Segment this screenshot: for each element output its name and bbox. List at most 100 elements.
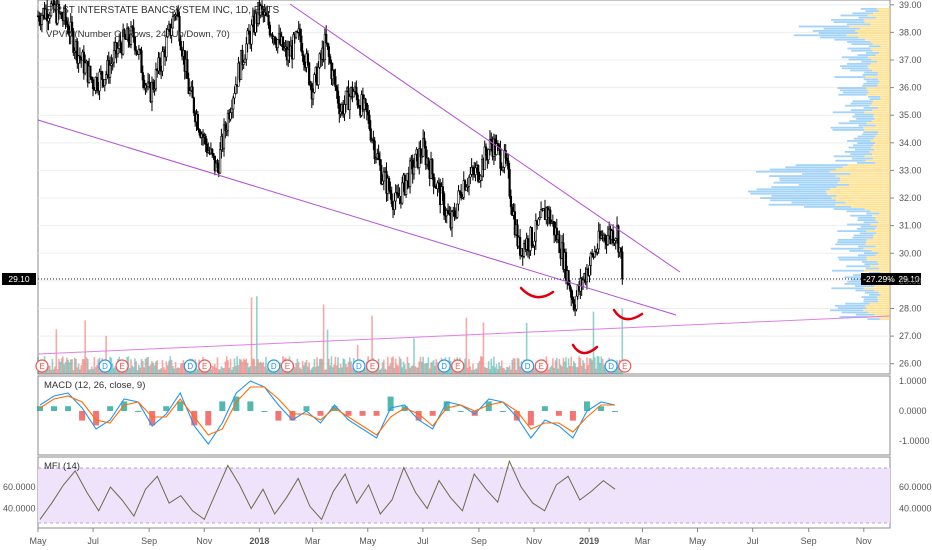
volume-bar [364,367,367,374]
mfi-tick-label: 40.0000 [899,504,932,514]
price-tick-label: 35.00 [899,110,922,120]
candle-body [302,55,306,65]
volume-bar [504,369,507,374]
vpvr-bar-up [852,12,874,15]
volume-bar [195,362,198,374]
earnings-marker[interactable]: E [115,359,129,373]
dividend-marker[interactable]: D [437,359,451,373]
volume-bar [314,367,317,374]
earnings-marker[interactable]: E [280,359,294,373]
volume-bar [407,362,410,374]
vpvr-bar-down [869,104,890,107]
earnings-marker[interactable]: E [451,359,465,373]
volume-bar [330,356,333,374]
earnings-marker[interactable]: E [618,359,632,373]
earnings-marker[interactable]: E [365,359,380,373]
candle-body [276,39,279,48]
volume-bar [436,362,439,374]
rising-trendline[interactable] [37,315,891,355]
svg-text:D: D [525,362,531,371]
volume-bar [140,359,143,374]
vpvr-bar-up [862,85,878,87]
volume-bar [588,358,591,374]
svg-text:E: E [119,362,124,371]
smile-annotation-3[interactable] [612,308,644,321]
vpvr-bar-down [835,203,890,206]
volume-bar [89,369,92,374]
vpvr-bar-down [870,210,890,213]
vpvr-bar-down [870,223,890,226]
volume-bar [576,366,579,374]
vpvr-bar-down [863,19,890,21]
candle-body [260,5,264,10]
volume-bar [245,358,248,374]
vpvr-bar-down [879,212,890,215]
svg-text:D: D [608,362,614,371]
drawn-annotations[interactable] [519,286,644,355]
volume-bar [255,296,258,374]
earnings-marker[interactable]: E [198,359,212,373]
vpvr-bar-down [873,115,890,118]
volume-bar [586,357,588,374]
dividend-marker[interactable]: D [267,359,281,373]
dividend-marker[interactable]: D [352,359,366,373]
candle-body [440,186,443,205]
vpvr-bar-down [865,305,890,307]
smile-annotation-2[interactable] [571,343,599,355]
candle-body [499,148,502,169]
volume-bar [164,369,166,374]
vpvr-bar-up [768,203,836,206]
volume-bar [398,356,401,374]
volume-bar [179,363,182,374]
earnings-marker[interactable]: E [35,359,49,373]
candle-body [418,148,421,168]
candle-body [247,30,251,35]
volume-bar [333,364,335,374]
volume-bar [554,360,557,374]
candle-body [526,238,530,251]
earnings-marker[interactable]: E [534,359,548,373]
volume-bar [197,369,199,374]
dividend-marker[interactable]: D [604,359,618,373]
candle-body [420,155,423,158]
volume-bar [148,366,151,374]
y-axes: 39.00 38.00 37.00 36.00 35.00 34.00 33.00 32.00… [890,0,922,369]
volume-bar [410,366,413,374]
macd-histogram-bar [191,411,198,426]
volume-bar [570,356,573,374]
volume-bar [477,363,479,374]
vpvr-bar-up [865,267,880,270]
candle-body [230,108,233,113]
dividend-marker[interactable]: D [183,359,197,373]
volume-bar [259,361,262,374]
candle-body [143,79,146,89]
price-tick-label: 30.00 [899,248,922,258]
trendlines[interactable] [37,3,891,355]
candle-body [381,180,384,185]
vpvr-bar-down [878,78,890,81]
mfi-legend: MFI (14) [44,461,80,472]
candle-body [458,190,461,193]
candle-body [325,33,328,44]
dividend-marker[interactable]: D [98,359,112,373]
dividend-marker[interactable]: D [521,359,535,373]
volume-bar [385,369,388,374]
candle-body [300,35,303,52]
candle-body [329,56,332,63]
volume-bar [90,366,93,374]
candle-body [487,149,490,160]
vpvr-bar-up [798,25,849,28]
volume-bar [162,367,165,374]
upper-trendline[interactable] [289,3,681,273]
candle-body [395,192,399,194]
lower-trendline[interactable] [37,119,677,316]
smile-annotation-1[interactable] [519,286,555,299]
candle-body [619,247,623,253]
candle-body [372,139,375,142]
candle-body [604,234,607,242]
candle-body [196,113,199,130]
volume-bar [181,363,183,374]
x-tick-label: Jul [87,536,99,546]
